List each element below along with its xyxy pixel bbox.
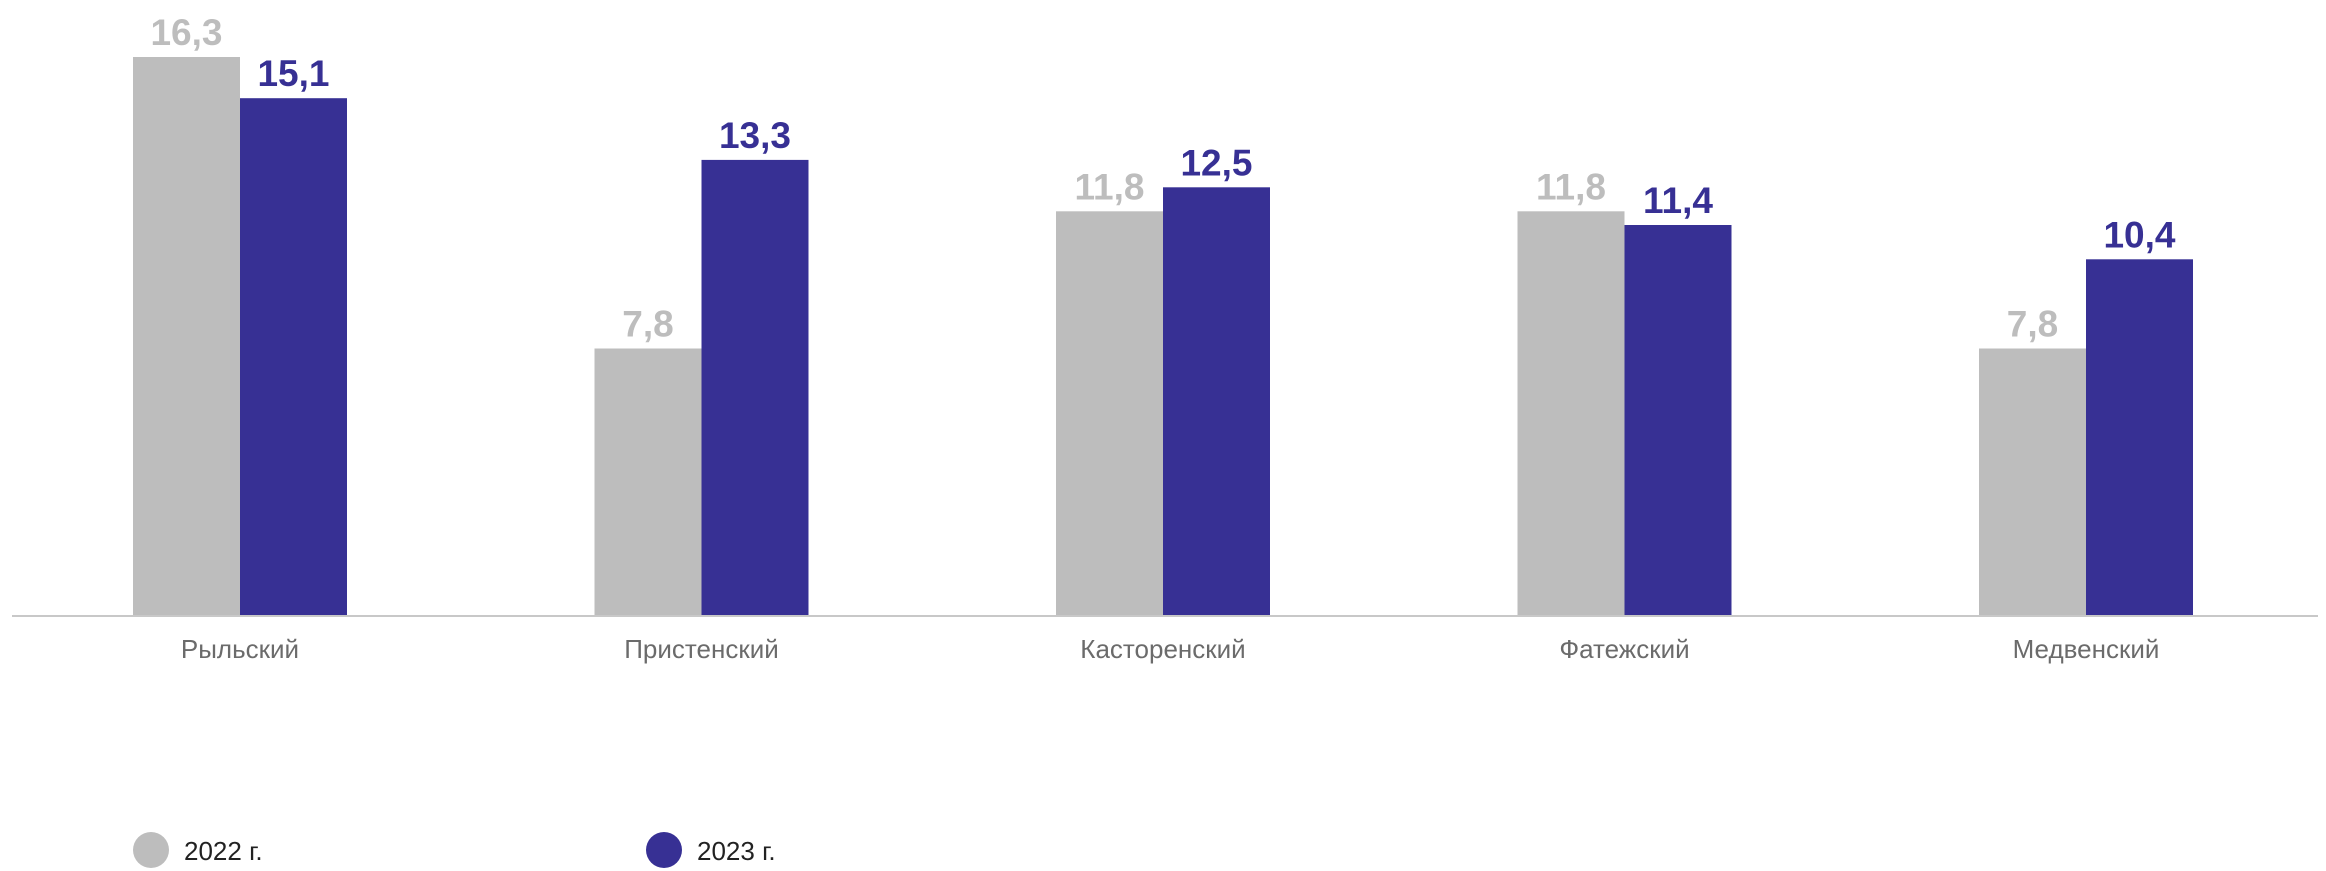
- bar-2023-0: [240, 98, 347, 616]
- legend-label-2023: 2023 г.: [697, 836, 776, 866]
- bar-2022-3: [1517, 211, 1625, 617]
- value-label-2022-2: 11,8: [1075, 166, 1145, 207]
- value-label-2022-4: 7,8: [2007, 304, 2058, 345]
- value-label-2023-4: 10,4: [2103, 214, 2175, 255]
- category-labels-group: Рыльский Пристенский Касторенский Фатежский…: [181, 634, 2159, 664]
- value-label-2023-0: 15,1: [257, 53, 329, 94]
- bar-2022-0: [133, 57, 240, 616]
- bar-2023-2: [1163, 187, 1270, 617]
- category-label-1: Пристенский: [624, 634, 779, 664]
- legend: 2022 г. 2023 г.: [133, 832, 776, 868]
- bar-2022-4: [1979, 348, 2086, 616]
- bar-2022-1: [594, 348, 702, 616]
- category-label-2: Касторенский: [1080, 634, 1245, 664]
- value-label-2023-2: 12,5: [1180, 142, 1252, 183]
- bar-2023-3: [1624, 225, 1732, 616]
- category-label-0: Рыльский: [181, 634, 299, 664]
- value-label-2023-1: 13,3: [719, 115, 791, 156]
- bar-2023-1: [701, 159, 809, 616]
- value-label-2022-0: 16,3: [150, 12, 222, 53]
- legend-marker-2023: [646, 832, 682, 868]
- value-labels-group: 16,3 15,1 7,8 13,3 11,8 12,5 11,8 11,4 7,8 10,4: [150, 12, 2175, 345]
- value-label-2022-3: 11,8: [1536, 166, 1606, 207]
- bar-2023-4: [2086, 259, 2193, 616]
- category-label-4: Медвенский: [2013, 634, 2160, 664]
- bars-group: [133, 57, 2193, 617]
- value-label-2022-1: 7,8: [622, 304, 673, 345]
- legend-marker-2022: [133, 832, 169, 868]
- value-label-2023-3: 11,4: [1643, 180, 1713, 221]
- bar-2022-2: [1056, 211, 1163, 617]
- category-label-3: Фатежский: [1559, 634, 1689, 664]
- legend-label-2022: 2022 г.: [184, 836, 263, 866]
